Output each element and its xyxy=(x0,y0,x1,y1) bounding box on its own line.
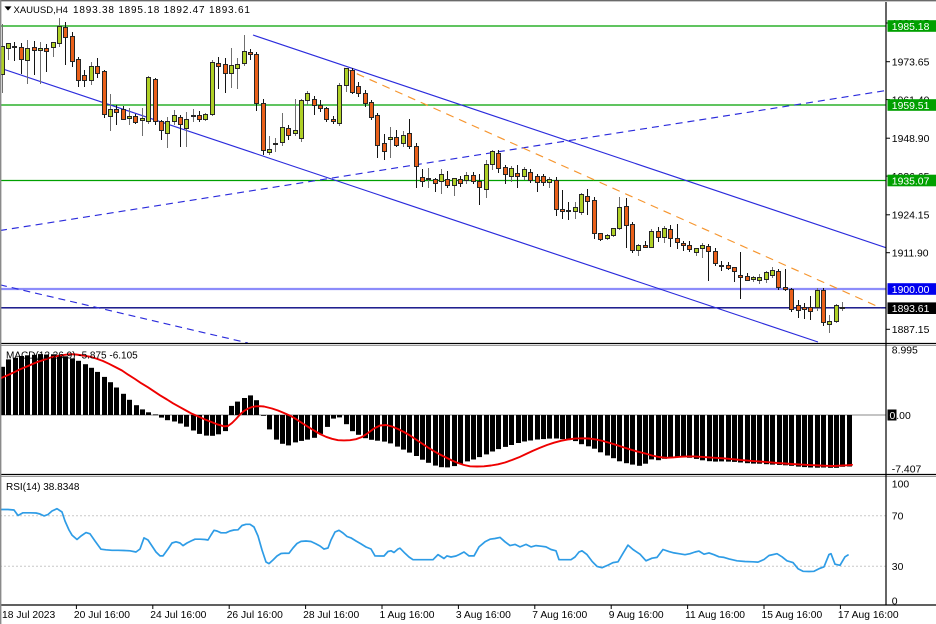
svg-text:9 Aug 16:00: 9 Aug 16:00 xyxy=(609,610,664,621)
svg-text:70: 70 xyxy=(892,512,904,523)
svg-text:RSI(14) 38.8348: RSI(14) 38.8348 xyxy=(6,482,80,493)
svg-text:1 Aug 16:00: 1 Aug 16:00 xyxy=(380,610,435,621)
svg-text:1973.65: 1973.65 xyxy=(892,58,930,69)
svg-text:-7.407: -7.407 xyxy=(892,464,922,475)
svg-text:1887.15: 1887.15 xyxy=(892,325,930,336)
svg-text:1893.38 1895.18 1892.47 1893.6: 1893.38 1895.18 1892.47 1893.61 xyxy=(73,5,251,16)
svg-text:26 Jul 16:00: 26 Jul 16:00 xyxy=(227,610,283,621)
svg-text:1911.90: 1911.90 xyxy=(892,249,929,260)
svg-text:MACD(12,26,9) -5.875 -6.105: MACD(12,26,9) -5.875 -6.105 xyxy=(6,351,138,362)
svg-text:100: 100 xyxy=(892,479,910,490)
svg-text:18 Jul 2023: 18 Jul 2023 xyxy=(2,610,56,621)
svg-text:8.995: 8.995 xyxy=(892,345,918,356)
svg-text:20 Jul 16:00: 20 Jul 16:00 xyxy=(74,610,130,621)
svg-text:7 Aug 16:00: 7 Aug 16:00 xyxy=(532,610,587,621)
svg-text:.00: .00 xyxy=(896,411,911,422)
svg-text:1893.61: 1893.61 xyxy=(892,304,930,315)
svg-text:28 Jul 16:00: 28 Jul 16:00 xyxy=(303,610,359,621)
svg-text:1959.51: 1959.51 xyxy=(892,101,930,112)
svg-text:XAUUSD,H4: XAUUSD,H4 xyxy=(14,5,68,16)
svg-text:0: 0 xyxy=(892,596,898,607)
svg-text:0: 0 xyxy=(890,411,896,422)
svg-text:1985.18: 1985.18 xyxy=(892,22,930,33)
svg-text:30: 30 xyxy=(892,562,904,573)
svg-text:1948.90: 1948.90 xyxy=(892,134,930,145)
svg-text:11 Aug 16:00: 11 Aug 16:00 xyxy=(685,610,745,621)
svg-text:1935.07: 1935.07 xyxy=(892,176,930,187)
svg-text:17 Aug 16:00: 17 Aug 16:00 xyxy=(838,610,899,621)
svg-text:1900.00: 1900.00 xyxy=(892,285,930,296)
svg-text:24 Jul 16:00: 24 Jul 16:00 xyxy=(150,610,206,621)
svg-text:15 Aug 16:00: 15 Aug 16:00 xyxy=(762,610,823,621)
svg-text:3 Aug 16:00: 3 Aug 16:00 xyxy=(456,610,511,621)
svg-text:1924.15: 1924.15 xyxy=(892,211,930,222)
